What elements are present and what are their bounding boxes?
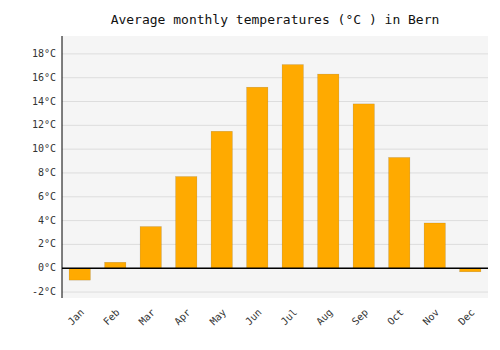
x-tick-label: Sep bbox=[350, 307, 371, 328]
chart: -2°C 0°C 2°C 4°C 6°C 8°C 10°C 12°C 14°C 16°C 18°C J… bbox=[0, 0, 500, 350]
x-tick-label: Feb bbox=[101, 307, 122, 328]
grid-line bbox=[62, 268, 488, 269]
x-tick-label: Aug bbox=[314, 307, 335, 328]
grid-line bbox=[62, 53, 488, 54]
y-tick-label: 10°C bbox=[32, 143, 56, 154]
bar bbox=[318, 74, 339, 268]
x-tick-label: Jan bbox=[66, 307, 87, 328]
chart-container: -2°C 0°C 2°C 4°C 6°C 8°C 10°C 12°C 14°C 16°C 18°C J… bbox=[0, 0, 500, 350]
x-tick-label: Jun bbox=[243, 307, 264, 328]
grid-line bbox=[62, 196, 488, 197]
y-tick-label: 0°C bbox=[38, 262, 56, 273]
grid-line bbox=[62, 125, 488, 126]
bar bbox=[282, 65, 303, 269]
title: Average monthly temperatures (°C ) in Be… bbox=[111, 12, 440, 27]
bar bbox=[105, 262, 126, 268]
grid-line bbox=[62, 172, 488, 173]
grid-line bbox=[62, 101, 488, 102]
x-tick-label: Mar bbox=[137, 307, 158, 328]
y-tick-label: 8°C bbox=[38, 167, 56, 178]
bar bbox=[353, 104, 374, 268]
y-tick-label: 6°C bbox=[38, 191, 56, 202]
x-tick-label: May bbox=[208, 307, 229, 328]
bar bbox=[69, 268, 90, 280]
y-tick-label: 12°C bbox=[32, 119, 56, 130]
bar bbox=[389, 157, 410, 268]
x-tick-label: Apr bbox=[172, 307, 193, 328]
bar bbox=[247, 87, 268, 268]
bar bbox=[176, 177, 197, 269]
bar bbox=[424, 223, 445, 268]
y-tick-label: 2°C bbox=[38, 238, 56, 249]
plot-background bbox=[62, 36, 488, 298]
x-tick-label: Dec bbox=[456, 307, 477, 328]
x-tick-label: Jul bbox=[279, 307, 300, 328]
grid-line bbox=[62, 149, 488, 150]
baseline bbox=[62, 267, 488, 269]
x-tick-label: Nov bbox=[421, 307, 442, 328]
bars bbox=[69, 65, 481, 281]
y-tick-label: -2°C bbox=[32, 286, 56, 297]
y-tick-label: 18°C bbox=[32, 48, 56, 59]
bar bbox=[211, 131, 232, 268]
x-tick-label: Oct bbox=[385, 307, 406, 328]
grid-line bbox=[62, 292, 488, 293]
grid bbox=[62, 54, 488, 292]
y-axis-line bbox=[62, 36, 63, 298]
y-tick-label: 14°C bbox=[32, 96, 56, 107]
y-tick-label: 4°C bbox=[38, 215, 56, 226]
bar bbox=[140, 227, 161, 269]
grid-line bbox=[62, 220, 488, 221]
y-tick-label: 16°C bbox=[32, 72, 56, 83]
grid-line bbox=[62, 77, 488, 78]
